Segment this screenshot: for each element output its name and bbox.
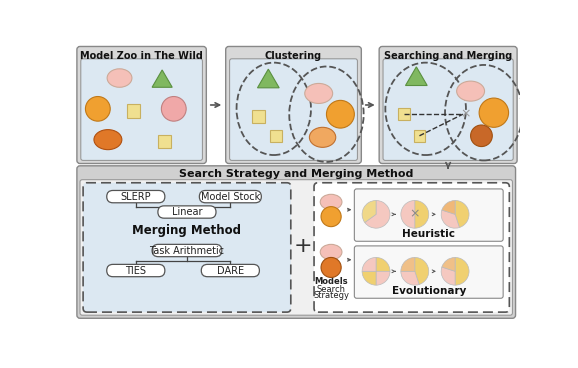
FancyBboxPatch shape	[81, 59, 202, 160]
FancyBboxPatch shape	[379, 46, 517, 163]
FancyBboxPatch shape	[80, 180, 513, 315]
Text: ×: ×	[410, 208, 420, 221]
FancyBboxPatch shape	[83, 183, 291, 312]
Wedge shape	[415, 201, 429, 228]
Wedge shape	[455, 201, 469, 227]
Wedge shape	[442, 258, 455, 271]
Polygon shape	[152, 70, 172, 87]
Text: Merging Method: Merging Method	[132, 224, 242, 237]
Text: Search Strategy and Merging Method: Search Strategy and Merging Method	[179, 169, 413, 179]
Bar	[158, 135, 171, 149]
Text: Heuristic: Heuristic	[402, 229, 455, 238]
FancyBboxPatch shape	[107, 191, 165, 203]
FancyBboxPatch shape	[383, 59, 513, 160]
Text: DARE: DARE	[217, 266, 244, 276]
FancyBboxPatch shape	[152, 244, 222, 257]
Wedge shape	[362, 258, 376, 271]
Wedge shape	[441, 210, 460, 228]
Polygon shape	[257, 69, 279, 88]
Wedge shape	[376, 271, 390, 285]
Wedge shape	[442, 201, 455, 214]
Wedge shape	[362, 271, 376, 285]
Ellipse shape	[320, 244, 342, 260]
Wedge shape	[376, 258, 390, 271]
FancyBboxPatch shape	[314, 183, 509, 312]
Text: Evolutionary: Evolutionary	[391, 286, 466, 296]
Text: Strategy: Strategy	[313, 291, 349, 300]
Bar	[251, 110, 265, 123]
Text: TIES: TIES	[125, 266, 146, 276]
Text: Search: Search	[317, 284, 346, 294]
Bar	[127, 104, 140, 118]
Text: Clustering: Clustering	[265, 51, 322, 61]
Text: Model Stock: Model Stock	[201, 192, 260, 202]
Polygon shape	[406, 67, 427, 85]
Ellipse shape	[320, 194, 342, 210]
FancyBboxPatch shape	[354, 246, 503, 298]
Text: Linear: Linear	[172, 207, 202, 217]
FancyBboxPatch shape	[77, 166, 516, 318]
Circle shape	[327, 100, 354, 128]
Ellipse shape	[309, 127, 336, 147]
Text: Models: Models	[314, 277, 348, 286]
Bar	[398, 108, 410, 120]
Ellipse shape	[107, 69, 132, 87]
Wedge shape	[455, 258, 469, 285]
Circle shape	[470, 125, 492, 146]
Wedge shape	[441, 267, 455, 285]
Text: ×: ×	[461, 108, 471, 121]
FancyBboxPatch shape	[201, 264, 260, 277]
Wedge shape	[415, 258, 429, 284]
Text: Task Arithmetic: Task Arithmetic	[149, 245, 224, 255]
Circle shape	[161, 96, 186, 121]
Wedge shape	[362, 201, 376, 223]
Text: SLERP: SLERP	[120, 192, 151, 202]
Ellipse shape	[94, 130, 122, 150]
Bar	[414, 130, 425, 142]
Wedge shape	[365, 201, 390, 228]
FancyBboxPatch shape	[77, 46, 206, 163]
Circle shape	[479, 98, 509, 127]
Text: Searching and Merging: Searching and Merging	[384, 51, 512, 61]
Bar	[270, 130, 282, 142]
FancyBboxPatch shape	[107, 264, 165, 277]
Circle shape	[321, 258, 341, 277]
Text: +: +	[294, 236, 313, 256]
FancyBboxPatch shape	[158, 206, 216, 218]
FancyBboxPatch shape	[225, 46, 361, 163]
Wedge shape	[401, 201, 415, 228]
Ellipse shape	[305, 84, 333, 103]
Wedge shape	[401, 271, 419, 285]
FancyBboxPatch shape	[229, 59, 357, 160]
FancyBboxPatch shape	[354, 189, 503, 241]
FancyBboxPatch shape	[199, 191, 261, 203]
Circle shape	[86, 96, 110, 121]
Wedge shape	[401, 258, 415, 271]
Circle shape	[321, 206, 341, 227]
Text: Model Zoo in The Wild: Model Zoo in The Wild	[80, 51, 203, 61]
Ellipse shape	[457, 81, 484, 101]
